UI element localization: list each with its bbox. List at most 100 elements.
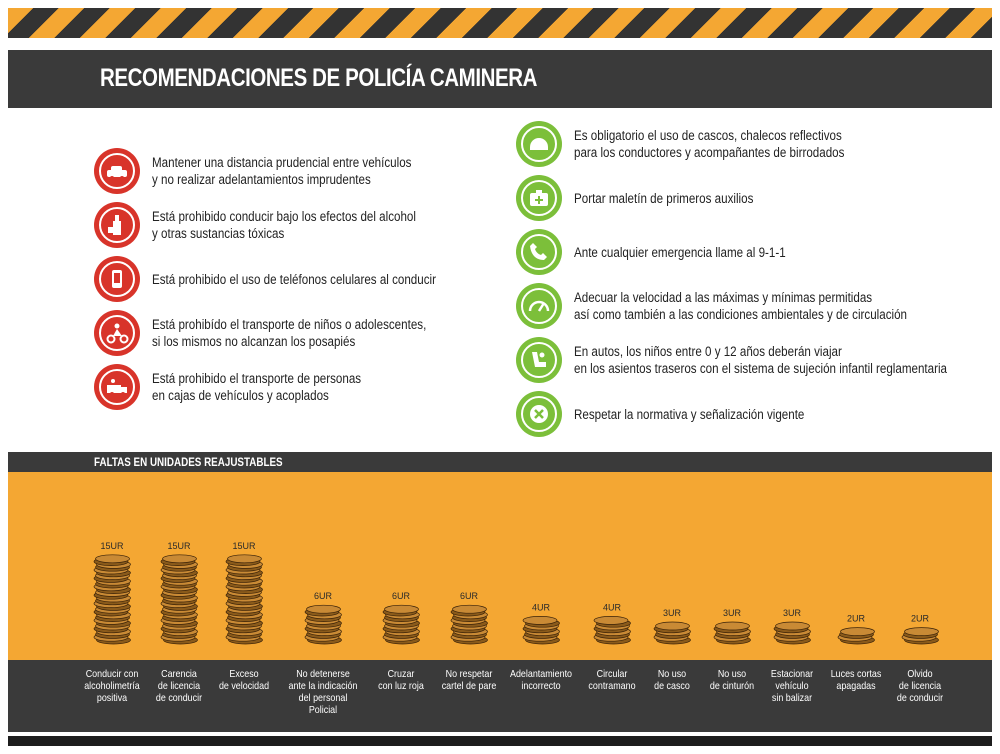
coins-chart: 15UR 15UR 15UR 6UR 6UR 6UR 4UR 4UR 3UR 3UR 3UR 2UR 2… <box>93 541 939 645</box>
coin <box>95 554 130 564</box>
coin-stack-10 <box>773 621 811 645</box>
value-label: 6UR <box>460 591 479 601</box>
category-label-line: Estacionar <box>770 668 814 680</box>
category-label-line: No uso <box>717 668 747 680</box>
recommendation-line: Está prohibido el uso de teléfonos celul… <box>152 271 436 287</box>
value-label: 2UR <box>911 614 930 624</box>
recommendation-right-5: Respetar la normativa y señalización vig… <box>516 391 842 437</box>
coin <box>715 621 750 631</box>
category-label-line: positiva <box>96 692 128 704</box>
recommendation-right-3: Adecuar la velocidad a las máximas y mín… <box>516 283 961 329</box>
recommendation-left-0: Mantener una distancia prudencial entre … <box>94 148 454 194</box>
recommendation-line: Está prohibido el transporte de personas <box>152 371 362 386</box>
recommendation-line: Adecuar la velocidad a las máximas y mín… <box>574 290 873 305</box>
category-label: Exceso de velocidad <box>206 668 283 692</box>
recommendation-line: Es obligatorio el uso de cascos, chaleco… <box>574 128 842 143</box>
child-seat-icon <box>516 337 562 383</box>
recommendation-line: y otras sustancias tóxicas <box>152 226 285 241</box>
coin-stack-7 <box>593 616 631 645</box>
value-label: 4UR <box>603 602 622 612</box>
category-label: Cruzar con luz roja <box>363 668 440 692</box>
coin <box>384 604 419 614</box>
recommendation-right-2: Ante cualquier emergencia llame al 9-1-1 <box>516 229 820 275</box>
recommendation-line: en los asientos traseros con el sistema … <box>574 361 948 376</box>
value-label: 6UR <box>314 591 333 601</box>
category-label-line: del personal Policial <box>298 692 348 716</box>
bottom-divider <box>8 736 992 746</box>
category-label-line: de velocidad <box>218 680 270 692</box>
recommendation-line: Está prohibído el transporte de niños o … <box>152 317 427 332</box>
recommendation-right-1: Portar maletín de primeros auxilios <box>516 175 783 221</box>
category-label: No uso de casco <box>634 668 711 692</box>
value-label: 15UR <box>232 541 256 551</box>
category-label: Adelantamiento incorrecto <box>503 668 580 692</box>
recommendation-right-0: Es obligatorio el uso de cascos, chaleco… <box>516 121 888 167</box>
recommendation-line: Mantener una distancia prudencial entre … <box>152 155 412 170</box>
category-label: Conducir con alcoholimetría positiva <box>74 668 151 704</box>
car-distance-icon <box>94 148 140 194</box>
coin-stack-12 <box>901 627 939 645</box>
category-label-line: vehículo <box>775 680 809 692</box>
value-label: 6UR <box>392 591 411 601</box>
recommendation-line: en cajas de vehículos y acoplados <box>152 388 329 403</box>
value-label: 3UR <box>723 608 742 618</box>
coin-stack-6 <box>522 616 560 645</box>
recommendation-text: Es obligatorio el uso de cascos, chaleco… <box>574 127 844 161</box>
coin <box>593 616 629 625</box>
coin <box>522 616 558 625</box>
coin <box>904 627 939 636</box>
recommendation-text: Ante cualquier emergencia llame al 9-1-1 <box>574 244 786 261</box>
recommendation-text: Está prohibído el transporte de niños o … <box>152 316 426 350</box>
category-label-line: No respetar <box>445 668 493 680</box>
category-label-line: de conducir <box>896 692 944 704</box>
recommendation-left-3: Está prohibído el transporte de niños o … <box>94 310 471 356</box>
category-label-line: ante la indicación <box>288 680 358 692</box>
first-aid-kit-icon <box>516 175 562 221</box>
recommendation-text: Mantener una distancia prudencial entre … <box>152 154 411 188</box>
coin-stack-9 <box>713 621 751 645</box>
value-label: 15UR <box>100 541 124 551</box>
faltas-header: FALTAS EN UNIDADES REAJUSTABLES <box>8 452 992 472</box>
recommendation-text: Está prohibido conducir bajo los efectos… <box>152 208 416 242</box>
category-label-line: de cinturón <box>709 680 755 692</box>
category-label-line: cartel de pare <box>441 680 497 692</box>
helmet-icon <box>516 121 562 167</box>
recommendation-line: Ante cualquier emergencia llame al 9-1-1 <box>574 244 786 260</box>
value-label: 3UR <box>663 608 682 618</box>
coin-stack-11 <box>837 627 875 645</box>
category-label-line: con luz roja <box>378 680 424 692</box>
coin-stack-8 <box>653 621 691 645</box>
recommendation-text: Respetar la normativa y señalización vig… <box>574 406 804 423</box>
speedometer-icon <box>516 283 562 329</box>
alcohol-icon <box>94 202 140 248</box>
coin <box>655 621 690 631</box>
recommendation-text: Adecuar la velocidad a las máximas y mín… <box>574 289 907 323</box>
category-label: Olvido de licencia de conducir <box>882 668 959 704</box>
category-label-line: Adelantamiento <box>509 668 573 680</box>
recommendation-line: Portar maletín de primeros auxilios <box>574 190 754 206</box>
category-label: Estacionar vehículo sin balizar <box>754 668 831 704</box>
child-motorcycle-icon <box>94 310 140 356</box>
recommendation-line: si los mismos no alcanzan los posapiés <box>152 334 356 349</box>
coin-stack-3 <box>304 604 342 645</box>
recommendation-text: Está prohibido el uso de teléfonos celul… <box>152 271 436 288</box>
value-label: 4UR <box>532 602 551 612</box>
category-label-line: Circular <box>596 668 628 680</box>
recommendation-text: Portar maletín de primeros auxilios <box>574 190 753 207</box>
recommendation-left-2: Está prohibido el uso de teléfonos celul… <box>94 256 482 302</box>
hazard-stripes <box>8 8 992 38</box>
category-label-line: No detenerse <box>296 668 350 680</box>
category-label: No detenerse ante la indicación del person… <box>285 668 362 716</box>
category-label-line: de licencia <box>157 680 201 692</box>
recommendation-line: Está prohibido conducir bajo los efectos… <box>152 209 416 224</box>
category-label-line: de casco <box>654 680 690 692</box>
coin <box>840 627 875 636</box>
coin-stack-4 <box>382 604 420 645</box>
category-label-line: contramano <box>588 680 636 692</box>
category-label: No respetar cartel de pare <box>431 668 508 692</box>
category-label-line: Olvido <box>907 668 933 680</box>
phone-emergency-icon <box>516 229 562 275</box>
recommendation-line: Respetar la normativa y señalización vig… <box>574 406 805 422</box>
recommendation-left-4: Está prohibido el transporte de personas… <box>94 364 395 410</box>
value-label: 2UR <box>847 614 866 624</box>
